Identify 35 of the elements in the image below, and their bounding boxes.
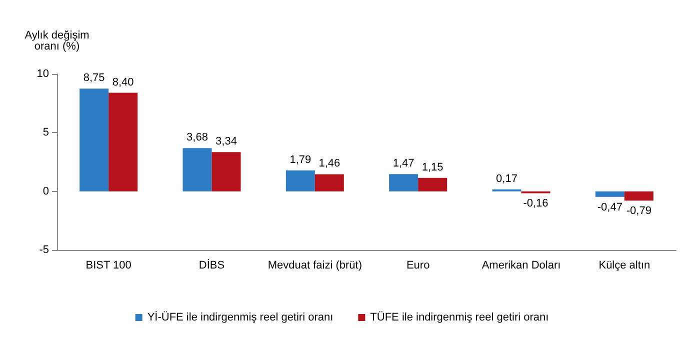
data-label: 1,15 (422, 161, 444, 174)
data-label: 8,75 (83, 72, 105, 84)
data-label: 1,47 (392, 158, 414, 170)
bar (624, 191, 654, 201)
x-tick-label: Mevduat faizi (brüt) (268, 260, 362, 272)
data-label: -0,79 (626, 205, 652, 218)
bar (314, 174, 344, 192)
data-label: 8,40 (112, 76, 134, 88)
data-label: 1,46 (318, 158, 340, 170)
y-tick-label: 5 (42, 126, 49, 139)
data-label: 3,68 (186, 132, 208, 144)
x-tick-label: DİBS (198, 258, 225, 272)
legend-label: TÜFE ile indirgenmiş reel getiri oranı (370, 310, 549, 324)
data-label: -0,47 (597, 201, 622, 214)
bar (389, 174, 418, 192)
y-tick-label: -5 (39, 244, 49, 256)
x-tick-label: Külçe altın (598, 260, 650, 272)
legend-label: Yİ-ÜFE ile indirgenmiş reel getiri oranı (147, 310, 334, 324)
x-tick-label: Amerikan Doları (482, 260, 561, 272)
bar (286, 170, 315, 192)
y-axis-title: Aylık değişim oranı (%) (24, 30, 90, 52)
bar (108, 92, 138, 192)
bar (595, 191, 624, 197)
bar (212, 152, 241, 192)
y-tick-label: 0 (42, 185, 49, 198)
bar (80, 88, 109, 192)
data-label: 1,79 (290, 154, 312, 166)
y-tick-label: 10 (36, 68, 49, 80)
data-label: -0,16 (523, 198, 548, 210)
bar (182, 148, 212, 192)
x-tick-label: Euro (406, 260, 430, 272)
x-tick-label: BIST 100 (86, 260, 132, 272)
data-label: 0,17 (496, 172, 518, 185)
data-label: 3,34 (216, 136, 237, 148)
bar (418, 178, 448, 192)
